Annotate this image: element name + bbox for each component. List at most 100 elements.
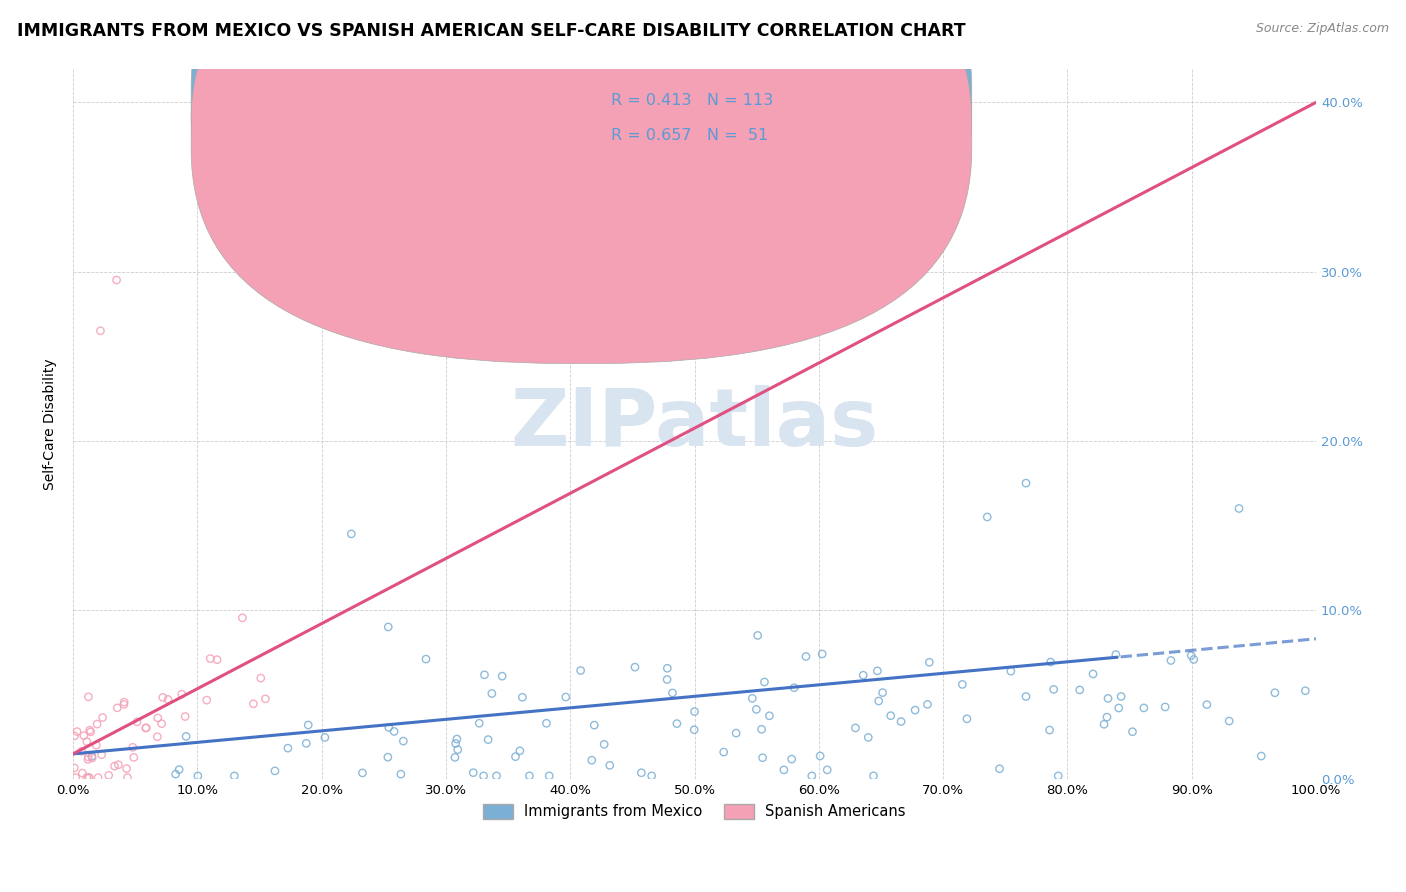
Point [485,769,508,783]
Point [815,763,838,777]
Point [917,698,939,712]
Point [904,703,927,717]
Point [77,752,100,766]
Point [200,651,222,665]
Point [444,750,467,764]
Point [862,769,884,783]
Point [314,731,336,745]
Point [127,714,149,729]
Point [665,716,688,731]
Point [536,716,558,731]
Point [224,769,246,783]
Point [1182,652,1205,666]
Point [468,716,491,731]
Point [505,749,527,764]
Point [1039,655,1062,669]
Point [97,768,120,782]
Point [800,769,823,783]
Point [115,762,138,776]
FancyBboxPatch shape [191,0,972,329]
Point [340,527,363,541]
Point [82,751,104,765]
Text: IMMIGRANTS FROM MEXICO VS SPANISH AMERICAN SELF-CARE DISABILITY CORRELATION CHAR: IMMIGRANTS FROM MEXICO VS SPANISH AMERIC… [17,22,966,40]
Point [1227,501,1250,516]
Point [105,701,128,715]
Text: Source: ZipAtlas.com: Source: ZipAtlas.com [1256,22,1389,36]
Point [811,647,834,661]
Point [463,765,485,780]
Point [780,752,803,766]
Point [1108,701,1130,715]
Point [121,740,143,755]
Point [87,771,110,785]
FancyBboxPatch shape [191,0,972,363]
Point [593,737,616,751]
Point [79,724,101,739]
Point [661,686,683,700]
Point [1042,682,1064,697]
Point [844,721,866,735]
Point [583,718,606,732]
Point [76,771,98,785]
Y-axis label: Self-Care Disability: Self-Care Disability [44,358,58,490]
Point [170,687,193,701]
Point [174,709,197,723]
Point [165,767,187,781]
Point [77,690,100,704]
Point [754,675,776,690]
Text: R = 0.413   N = 113: R = 0.413 N = 113 [612,94,773,109]
Point [277,741,299,756]
Point [657,661,679,675]
Point [1154,700,1177,714]
Point [1095,710,1118,724]
Point [1250,749,1272,764]
Point [1195,698,1218,712]
Point [751,750,773,764]
Point [512,690,534,705]
Point [76,734,98,748]
Point [472,769,495,783]
Point [63,729,86,743]
Point [519,769,541,783]
Point [745,702,768,716]
Point [195,693,218,707]
Point [988,762,1011,776]
Point [976,510,998,524]
Point [1015,690,1038,704]
Point [150,716,173,731]
Point [187,769,209,783]
Point [624,660,647,674]
Point [1109,690,1132,704]
Point [77,750,100,764]
Point [491,669,513,683]
FancyBboxPatch shape [538,72,856,168]
Point [89,324,111,338]
Point [152,690,174,705]
Point [868,694,890,708]
Point [1015,476,1038,491]
Point [879,708,901,723]
Point [481,686,503,700]
Point [73,729,96,743]
Point [713,745,735,759]
Point [1105,648,1128,662]
Point [382,724,405,739]
Point [852,668,875,682]
Point [808,748,831,763]
Point [249,671,271,685]
Point [79,723,101,738]
Point [640,769,662,783]
Point [950,677,973,691]
Point [1294,683,1316,698]
Point [569,664,592,678]
Point [242,697,264,711]
Point [112,698,135,712]
Point [231,611,253,625]
Point [377,620,399,634]
Point [122,750,145,764]
Point [1121,724,1143,739]
Point [135,721,157,735]
Point [1000,664,1022,678]
Point [1081,667,1104,681]
Point [297,718,319,732]
